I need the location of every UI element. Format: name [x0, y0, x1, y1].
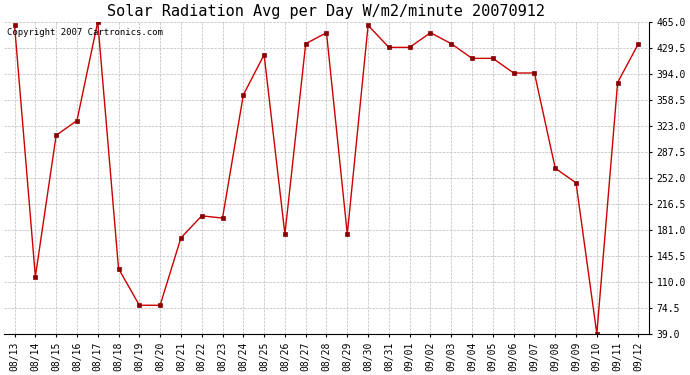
Text: Copyright 2007 Cartronics.com: Copyright 2007 Cartronics.com	[8, 28, 164, 37]
Title: Solar Radiation Avg per Day W/m2/minute 20070912: Solar Radiation Avg per Day W/m2/minute …	[108, 4, 546, 19]
